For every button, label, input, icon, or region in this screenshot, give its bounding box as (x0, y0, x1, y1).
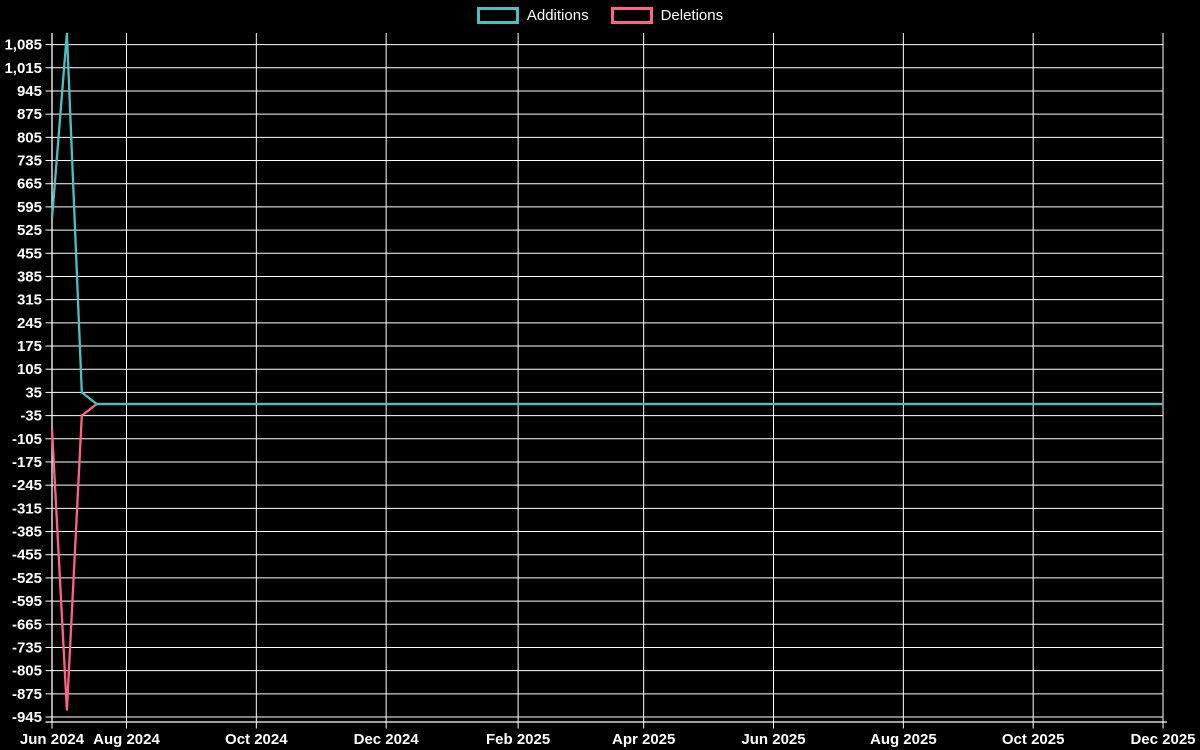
y-tick-label: 945 (17, 83, 42, 100)
y-tick-label: -595 (12, 593, 42, 610)
additions-swatch-icon (476, 7, 519, 24)
deletions-swatch-icon (610, 7, 653, 24)
y-tick-label: 35 (25, 384, 42, 401)
y-tick-label: -35 (20, 408, 42, 425)
x-tick-label: Dec 2025 (1130, 731, 1195, 748)
y-tick-label: 245 (17, 315, 42, 332)
x-tick-label: Oct 2024 (225, 731, 288, 748)
y-tick-label: 665 (17, 176, 42, 193)
y-tick-label: -525 (12, 570, 42, 587)
y-tick-label: 1,015 (4, 60, 42, 77)
x-tick-label: Jun 2024 (20, 731, 85, 748)
x-tick-label: Aug 2024 (93, 731, 160, 748)
y-tick-label: -455 (12, 547, 42, 564)
y-tick-label: -735 (12, 639, 42, 656)
y-tick-label: 315 (17, 292, 42, 309)
y-tick-label: -105 (12, 431, 42, 448)
chart-legend: Additions Deletions (0, 7, 1200, 24)
x-tick-label: Dec 2024 (354, 731, 420, 748)
y-tick-label: 595 (17, 199, 42, 216)
x-tick-label: Feb 2025 (486, 731, 550, 748)
y-tick-label: -945 (12, 709, 42, 726)
x-tick-label: Jun 2025 (741, 731, 805, 748)
y-tick-label: -175 (12, 454, 42, 471)
y-tick-label: -245 (12, 477, 42, 494)
x-tick-label: Oct 2025 (1002, 731, 1065, 748)
legend-additions-label: Additions (526, 7, 589, 24)
additions-series-line (50, 32, 1163, 406)
y-tick-label: -315 (12, 500, 42, 517)
x-tick-label: Apr 2025 (612, 731, 675, 748)
y-tick-label: 385 (17, 268, 42, 285)
y-tick-label: 875 (17, 106, 42, 123)
x-tick-label: Aug 2025 (870, 731, 937, 748)
y-tick-label: -385 (12, 524, 42, 541)
deletions-series-line (50, 402, 1163, 711)
legend-item-additions[interactable]: Additions (476, 7, 589, 24)
legend-deletions-label: Deletions (660, 7, 724, 24)
y-tick-label: 1,085 (4, 37, 42, 54)
y-tick-label: 455 (17, 245, 42, 262)
y-tick-label: 805 (17, 129, 42, 146)
y-tick-label: 175 (17, 338, 42, 355)
y-tick-label: 105 (17, 361, 42, 378)
y-tick-label: -805 (12, 663, 42, 680)
y-tick-label: -875 (12, 686, 42, 703)
legend-item-deletions[interactable]: Deletions (610, 7, 724, 24)
y-tick-label: -665 (12, 616, 42, 633)
y-tick-label: 735 (17, 153, 42, 170)
y-tick-label: 525 (17, 222, 42, 239)
